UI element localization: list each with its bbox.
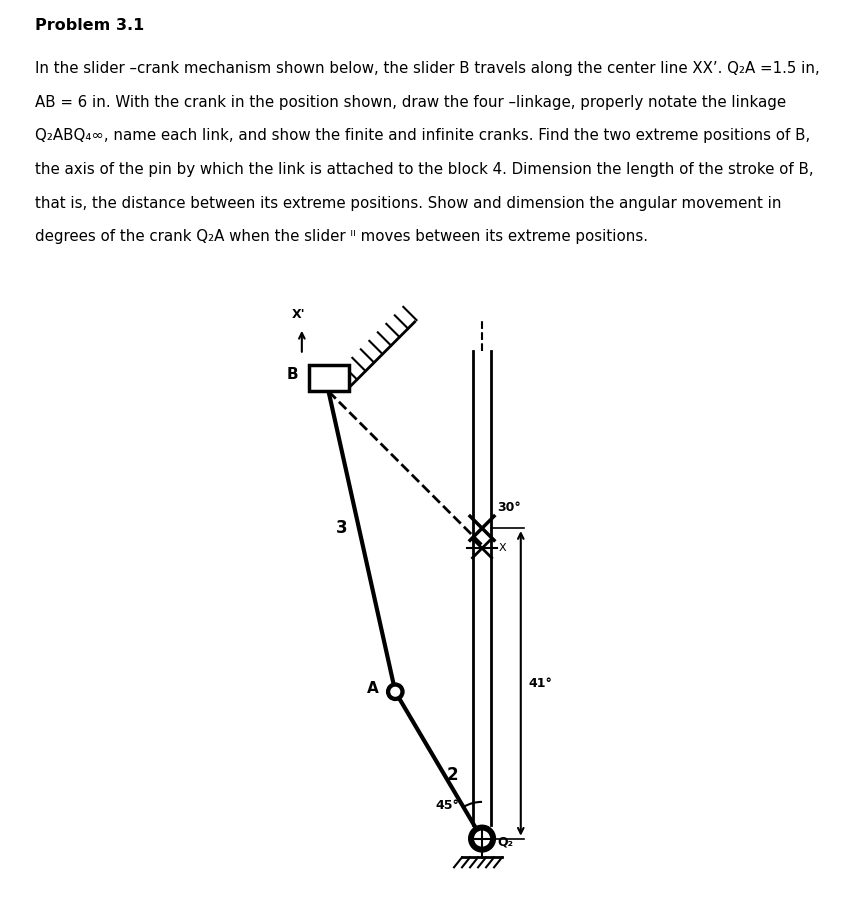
Text: In the slider –crank mechanism shown below, the slider B travels along the cente: In the slider –crank mechanism shown bel… <box>35 61 819 77</box>
Text: degrees of the crank Q₂A when the slider ᴵᴵ moves between its extreme positions.: degrees of the crank Q₂A when the slider… <box>35 229 647 244</box>
Text: 45°: 45° <box>435 799 460 812</box>
Text: Q₂: Q₂ <box>498 835 513 849</box>
Text: X': X' <box>292 308 305 321</box>
Circle shape <box>391 687 400 696</box>
Text: X: X <box>499 543 506 553</box>
Circle shape <box>386 683 404 701</box>
Text: 3: 3 <box>336 520 347 538</box>
Text: 30°: 30° <box>497 501 520 513</box>
Text: Q₂ABQ₄∞, name each link, and show the finite and infinite cranks. Find the two e: Q₂ABQ₄∞, name each link, and show the fi… <box>35 128 810 143</box>
Circle shape <box>468 825 495 851</box>
Text: 2: 2 <box>446 766 458 784</box>
Text: 41°: 41° <box>529 676 553 690</box>
Circle shape <box>474 832 489 846</box>
Text: B: B <box>287 367 298 382</box>
Text: the axis of the pin by which the link is attached to the block 4. Dimension the : the axis of the pin by which the link is… <box>35 162 813 177</box>
Text: A: A <box>367 681 378 696</box>
Bar <box>308 364 348 391</box>
Text: AB = 6 in. With the crank in the position shown, draw the four –linkage, properl: AB = 6 in. With the crank in the positio… <box>35 95 785 110</box>
Text: Problem 3.1: Problem 3.1 <box>35 18 143 33</box>
Text: that is, the distance between its extreme positions. Show and dimension the angu: that is, the distance between its extrem… <box>35 196 781 210</box>
